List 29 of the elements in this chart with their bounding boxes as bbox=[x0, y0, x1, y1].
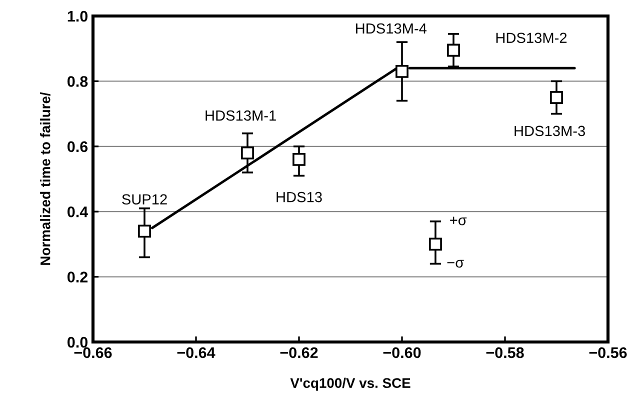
y-tick-label: 0.8 bbox=[68, 76, 88, 87]
x-tick-label: −0.60 bbox=[383, 347, 421, 358]
annotation: SUP12 bbox=[122, 194, 167, 205]
x-tick-label: −0.64 bbox=[177, 347, 216, 358]
point bbox=[447, 44, 460, 57]
point bbox=[241, 146, 254, 160]
x-tick-label: −0.58 bbox=[486, 347, 524, 358]
y-tick-label: 0.0 bbox=[68, 336, 88, 348]
annotation: HDS13M-2 bbox=[496, 32, 567, 44]
point bbox=[292, 152, 306, 166]
annotation: +σ bbox=[450, 216, 467, 226]
y-tick-label: 0.4 bbox=[68, 206, 88, 218]
x-axis-title: V'cq100/V vs. SCE bbox=[290, 378, 410, 391]
x-tick-label: −0.66 bbox=[74, 347, 112, 358]
x-tick-label: −0.62 bbox=[280, 347, 318, 358]
y-axis-title: Normalized time to failure/ bbox=[40, 92, 50, 265]
y-tick-label: 0.6 bbox=[68, 141, 88, 152]
annotation: HDS13M-1 bbox=[206, 110, 276, 121]
point bbox=[429, 238, 442, 251]
point bbox=[138, 224, 151, 238]
point bbox=[396, 64, 408, 78]
x-tick-label: −0.56 bbox=[589, 347, 627, 358]
annotation: −σ bbox=[447, 260, 464, 268]
y-tick-label: 1.0 bbox=[68, 10, 88, 22]
y-tick-label: 0.2 bbox=[68, 272, 88, 282]
annotation: HDS13M-4 bbox=[356, 23, 427, 34]
point bbox=[550, 91, 563, 104]
annotation: HDS13M-3 bbox=[514, 126, 585, 136]
annotation: HDS13 bbox=[276, 192, 322, 202]
